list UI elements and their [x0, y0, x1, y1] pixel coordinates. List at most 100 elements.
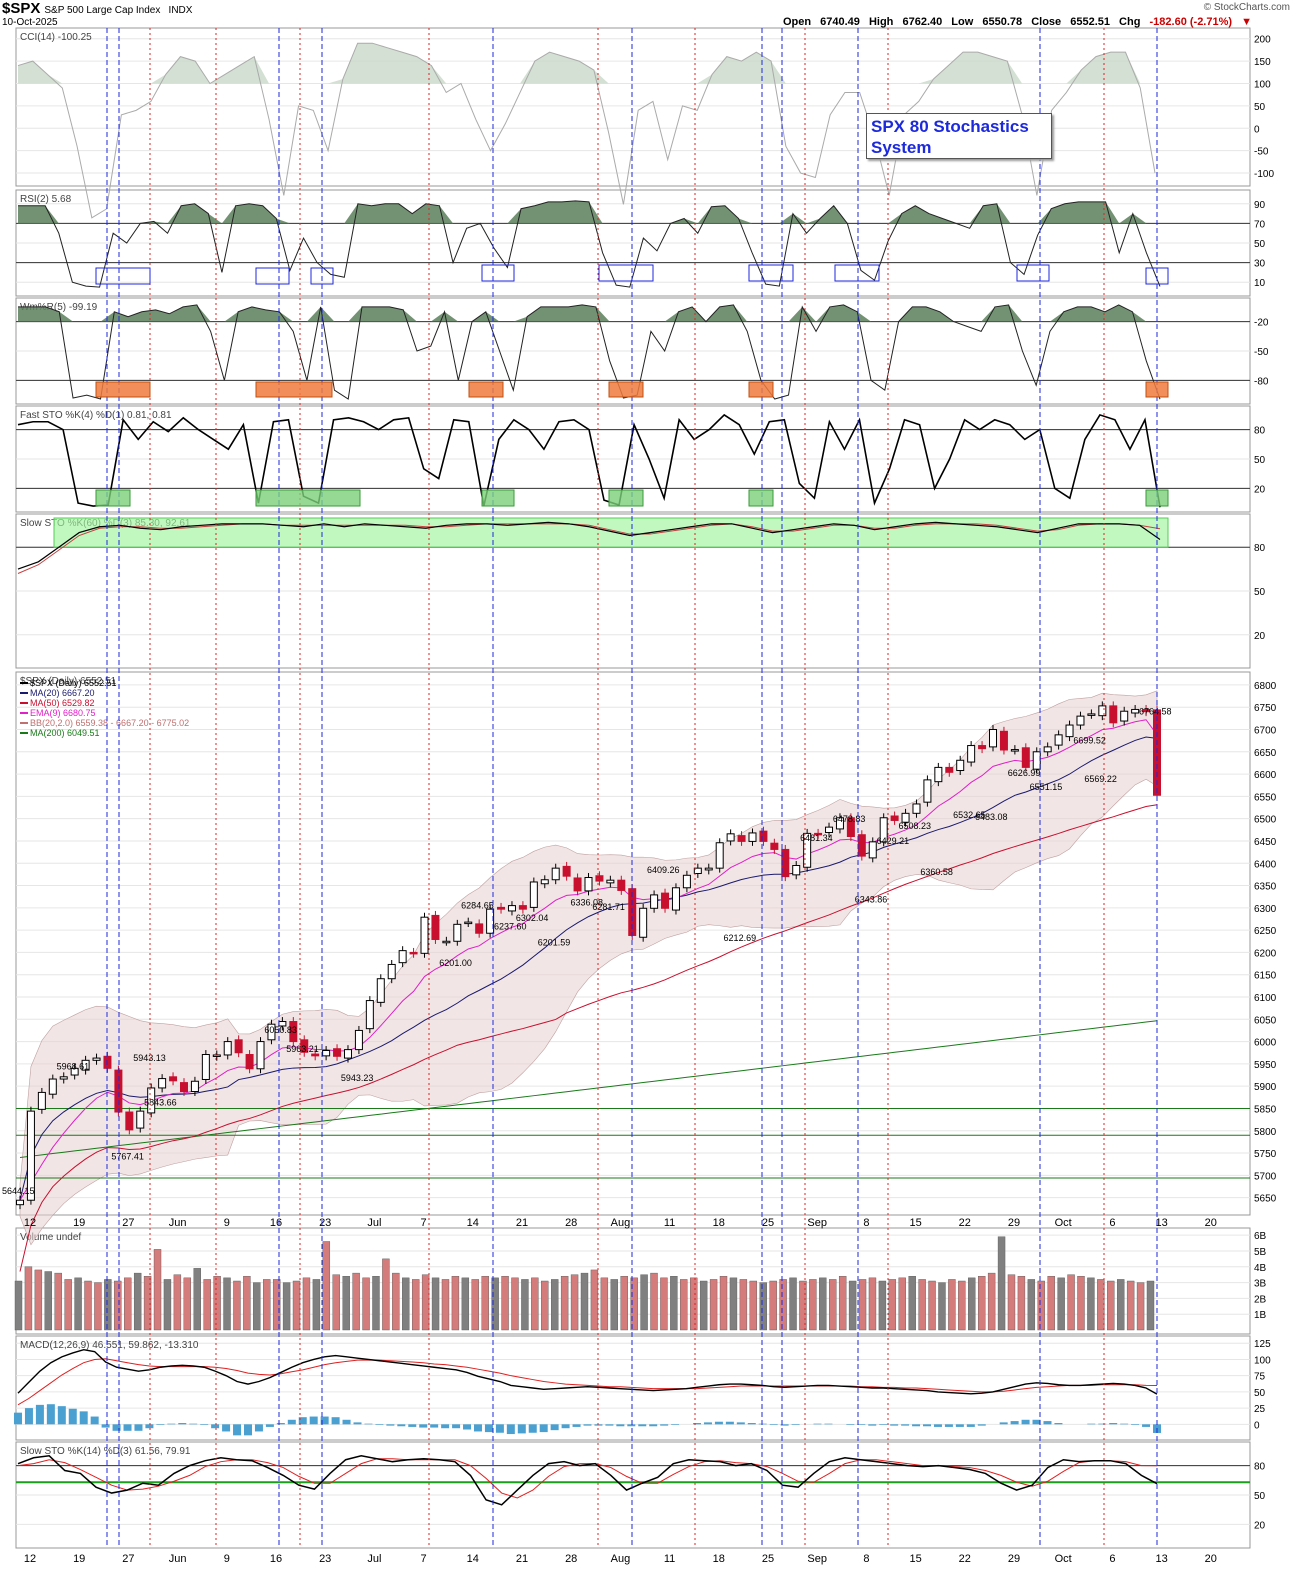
- brand-logo[interactable]: © StockCharts.com: [1203, 2, 1290, 13]
- x-tick-label: 13: [1155, 1217, 1167, 1229]
- volume-bar: [1077, 1276, 1085, 1331]
- macd-histogram-bar: [1098, 1423, 1107, 1425]
- price-label: 6050.83: [264, 1025, 297, 1035]
- price-label: 5943.23: [341, 1073, 374, 1083]
- price-label: 6281.71: [592, 902, 625, 912]
- willr-line: [18, 304, 1161, 400]
- high-label: High: [868, 16, 894, 28]
- x-tick-label: 7: [421, 1553, 427, 1565]
- macd-histogram-bar: [780, 1424, 789, 1426]
- ma200-line: [19, 1020, 1158, 1158]
- open-value: 6740.49: [820, 16, 860, 28]
- x-tick-label: 29: [1008, 1217, 1020, 1229]
- macd-histogram-bar: [375, 1424, 384, 1425]
- volume-bar: [531, 1277, 539, 1331]
- macd-histogram-bar: [693, 1423, 702, 1425]
- y-tick-label: 5850: [1254, 1104, 1277, 1115]
- volume-bar: [292, 1280, 301, 1331]
- volume-bar: [392, 1272, 400, 1331]
- price-label: 6237.60: [494, 922, 527, 932]
- volume-bar: [441, 1279, 450, 1331]
- x-tick-label: 16: [270, 1217, 282, 1229]
- y-tick-label: 6550: [1254, 792, 1277, 803]
- volume-bar: [451, 1276, 460, 1331]
- macd-histogram-bar: [463, 1424, 472, 1430]
- candle-body: [81, 1059, 90, 1071]
- candle-body: [136, 1110, 145, 1129]
- macd-histogram-bar: [966, 1424, 975, 1427]
- macd-histogram-bar: [243, 1424, 252, 1436]
- chg-label: Chg: [1119, 16, 1141, 28]
- exchange: INDX: [168, 5, 193, 16]
- y-tick-label: 1B: [1254, 1310, 1267, 1321]
- slow-sto60-d: [17, 523, 1161, 574]
- candle-body: [868, 841, 877, 859]
- volume-bar: [868, 1277, 877, 1331]
- volume-bar: [511, 1277, 519, 1331]
- macd-histogram-bar: [189, 1423, 198, 1425]
- willr-signal-box: [255, 381, 333, 398]
- volume-bar: [133, 1272, 142, 1331]
- volume-bar: [263, 1279, 271, 1331]
- y-tick-label: 0: [1254, 1420, 1260, 1431]
- volume-bar: [282, 1282, 291, 1331]
- symbol-name: S&P 500 Large Cap Index: [44, 5, 161, 16]
- volume-bar: [173, 1274, 182, 1331]
- legend-entry: BB(20,2.0) 6559.38 - 6667.20 - 6775.02: [30, 718, 189, 728]
- candle-body: [1087, 713, 1096, 716]
- macd-histogram-bar: [583, 1424, 592, 1426]
- y-tick-label: 50: [1254, 1388, 1266, 1399]
- willr-signal-box: [748, 381, 774, 398]
- volume-bar: [590, 1269, 599, 1331]
- volume-bar: [1087, 1277, 1095, 1331]
- y-tick-label: 20: [1254, 631, 1266, 642]
- candle-body: [1032, 751, 1041, 770]
- panel-title: RSI(2) 5.68: [20, 194, 72, 205]
- candle-body: [464, 921, 473, 925]
- rsi-signal-box: [481, 264, 515, 282]
- volume-bar: [143, 1276, 152, 1331]
- candle-body: [748, 832, 757, 842]
- volume-bar: [372, 1276, 380, 1331]
- volume-bar: [858, 1279, 867, 1331]
- candle-body: [901, 812, 910, 823]
- volume-bar: [1126, 1280, 1135, 1331]
- volume-bar: [84, 1280, 92, 1331]
- candle-body: [311, 1053, 320, 1057]
- price-label: 6429.21: [877, 836, 910, 846]
- candle-body: [234, 1039, 243, 1054]
- macd-histogram-bar: [550, 1424, 559, 1431]
- y-tick-label: 50: [1254, 1491, 1266, 1502]
- y-tick-label: 6350: [1254, 882, 1277, 893]
- symbol-title: $SPX S&P 500 Large Cap Index INDX: [2, 0, 192, 17]
- x-tick-label: 22: [959, 1553, 971, 1565]
- macd-histogram-bar: [484, 1424, 493, 1433]
- y-tick-label: 5900: [1254, 1082, 1277, 1093]
- y-tick-label: 90: [1254, 200, 1266, 211]
- volume-bar: [233, 1280, 241, 1331]
- macd-histogram-bar: [1032, 1419, 1041, 1425]
- candle-body: [1109, 705, 1118, 724]
- y-tick-label: 70: [1254, 219, 1266, 230]
- volume-bar: [114, 1280, 122, 1331]
- macd-histogram-bar: [79, 1411, 88, 1425]
- x-tick-label: 28: [565, 1553, 577, 1565]
- candle-body: [1010, 749, 1019, 752]
- macd-histogram-bar: [57, 1406, 66, 1425]
- candle-body: [256, 1041, 265, 1070]
- volume-bar: [977, 1276, 986, 1331]
- macd-histogram-bar: [627, 1424, 636, 1427]
- macd-histogram-bar: [912, 1424, 921, 1427]
- panel-title: Wm%R(5) -99.19: [20, 302, 98, 313]
- macd-histogram-bar: [671, 1424, 680, 1425]
- volume-bar: [650, 1272, 658, 1331]
- volume-bar: [620, 1276, 628, 1331]
- x-tick-label: Aug: [611, 1553, 631, 1565]
- price-label: 5943.13: [133, 1053, 166, 1063]
- price-label: 6508.23: [898, 821, 931, 831]
- candle-body: [737, 835, 746, 842]
- candle-body: [726, 833, 735, 842]
- y-tick-label: 200: [1254, 35, 1271, 46]
- volume-bar: [848, 1280, 857, 1331]
- candle-body: [245, 1054, 254, 1070]
